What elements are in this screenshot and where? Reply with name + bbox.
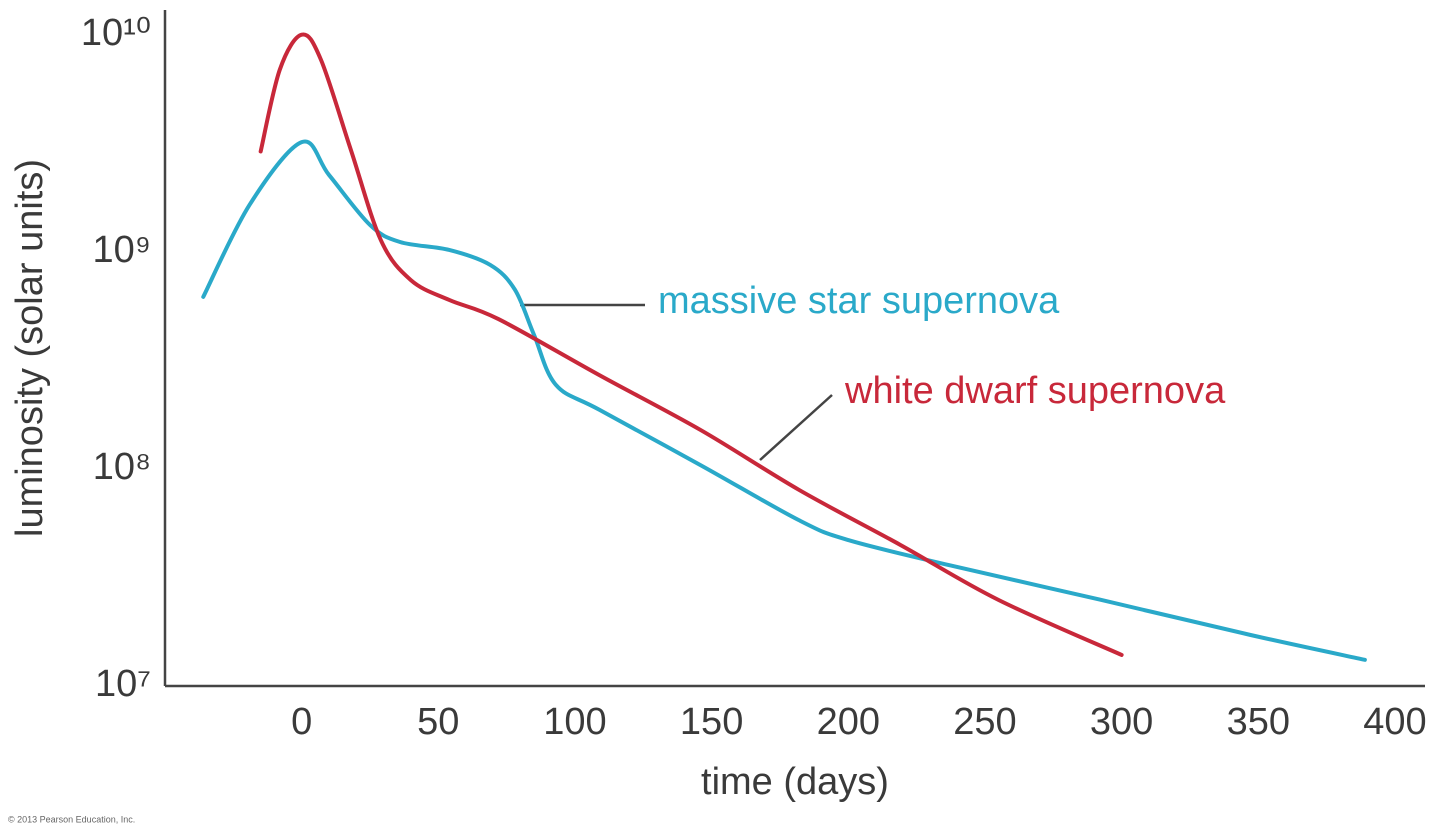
y-axis-title: luminosity (solar units) [9, 159, 51, 537]
x-tick-label: 350 [1227, 701, 1290, 743]
x-tick-label: 400 [1363, 701, 1426, 743]
line-series [258, 32, 1124, 657]
series-label: massive star supernova [658, 280, 1060, 322]
x-tick-label: 300 [1090, 701, 1153, 743]
x-tick-label: 200 [817, 701, 880, 743]
x-tick-label: 250 [953, 701, 1016, 743]
leader-line [759, 394, 833, 461]
y-tick-label: 10⁹ [92, 229, 151, 271]
line-series [201, 139, 1367, 662]
x-tick-label: 50 [417, 701, 459, 743]
y-tick-label: 10¹⁰ [81, 12, 151, 54]
x-axis-title: time (days) [701, 761, 889, 803]
x-tick-label: 0 [291, 701, 312, 743]
credit: © 2013 Pearson Education, Inc. [8, 814, 135, 824]
x-tick-label: 100 [543, 701, 606, 743]
y-tick-label: 10⁸ [93, 446, 151, 488]
series-label: white dwarf supernova [844, 370, 1226, 412]
x-tick-label: 150 [680, 701, 743, 743]
y-tick-label: 10⁷ [95, 663, 151, 705]
